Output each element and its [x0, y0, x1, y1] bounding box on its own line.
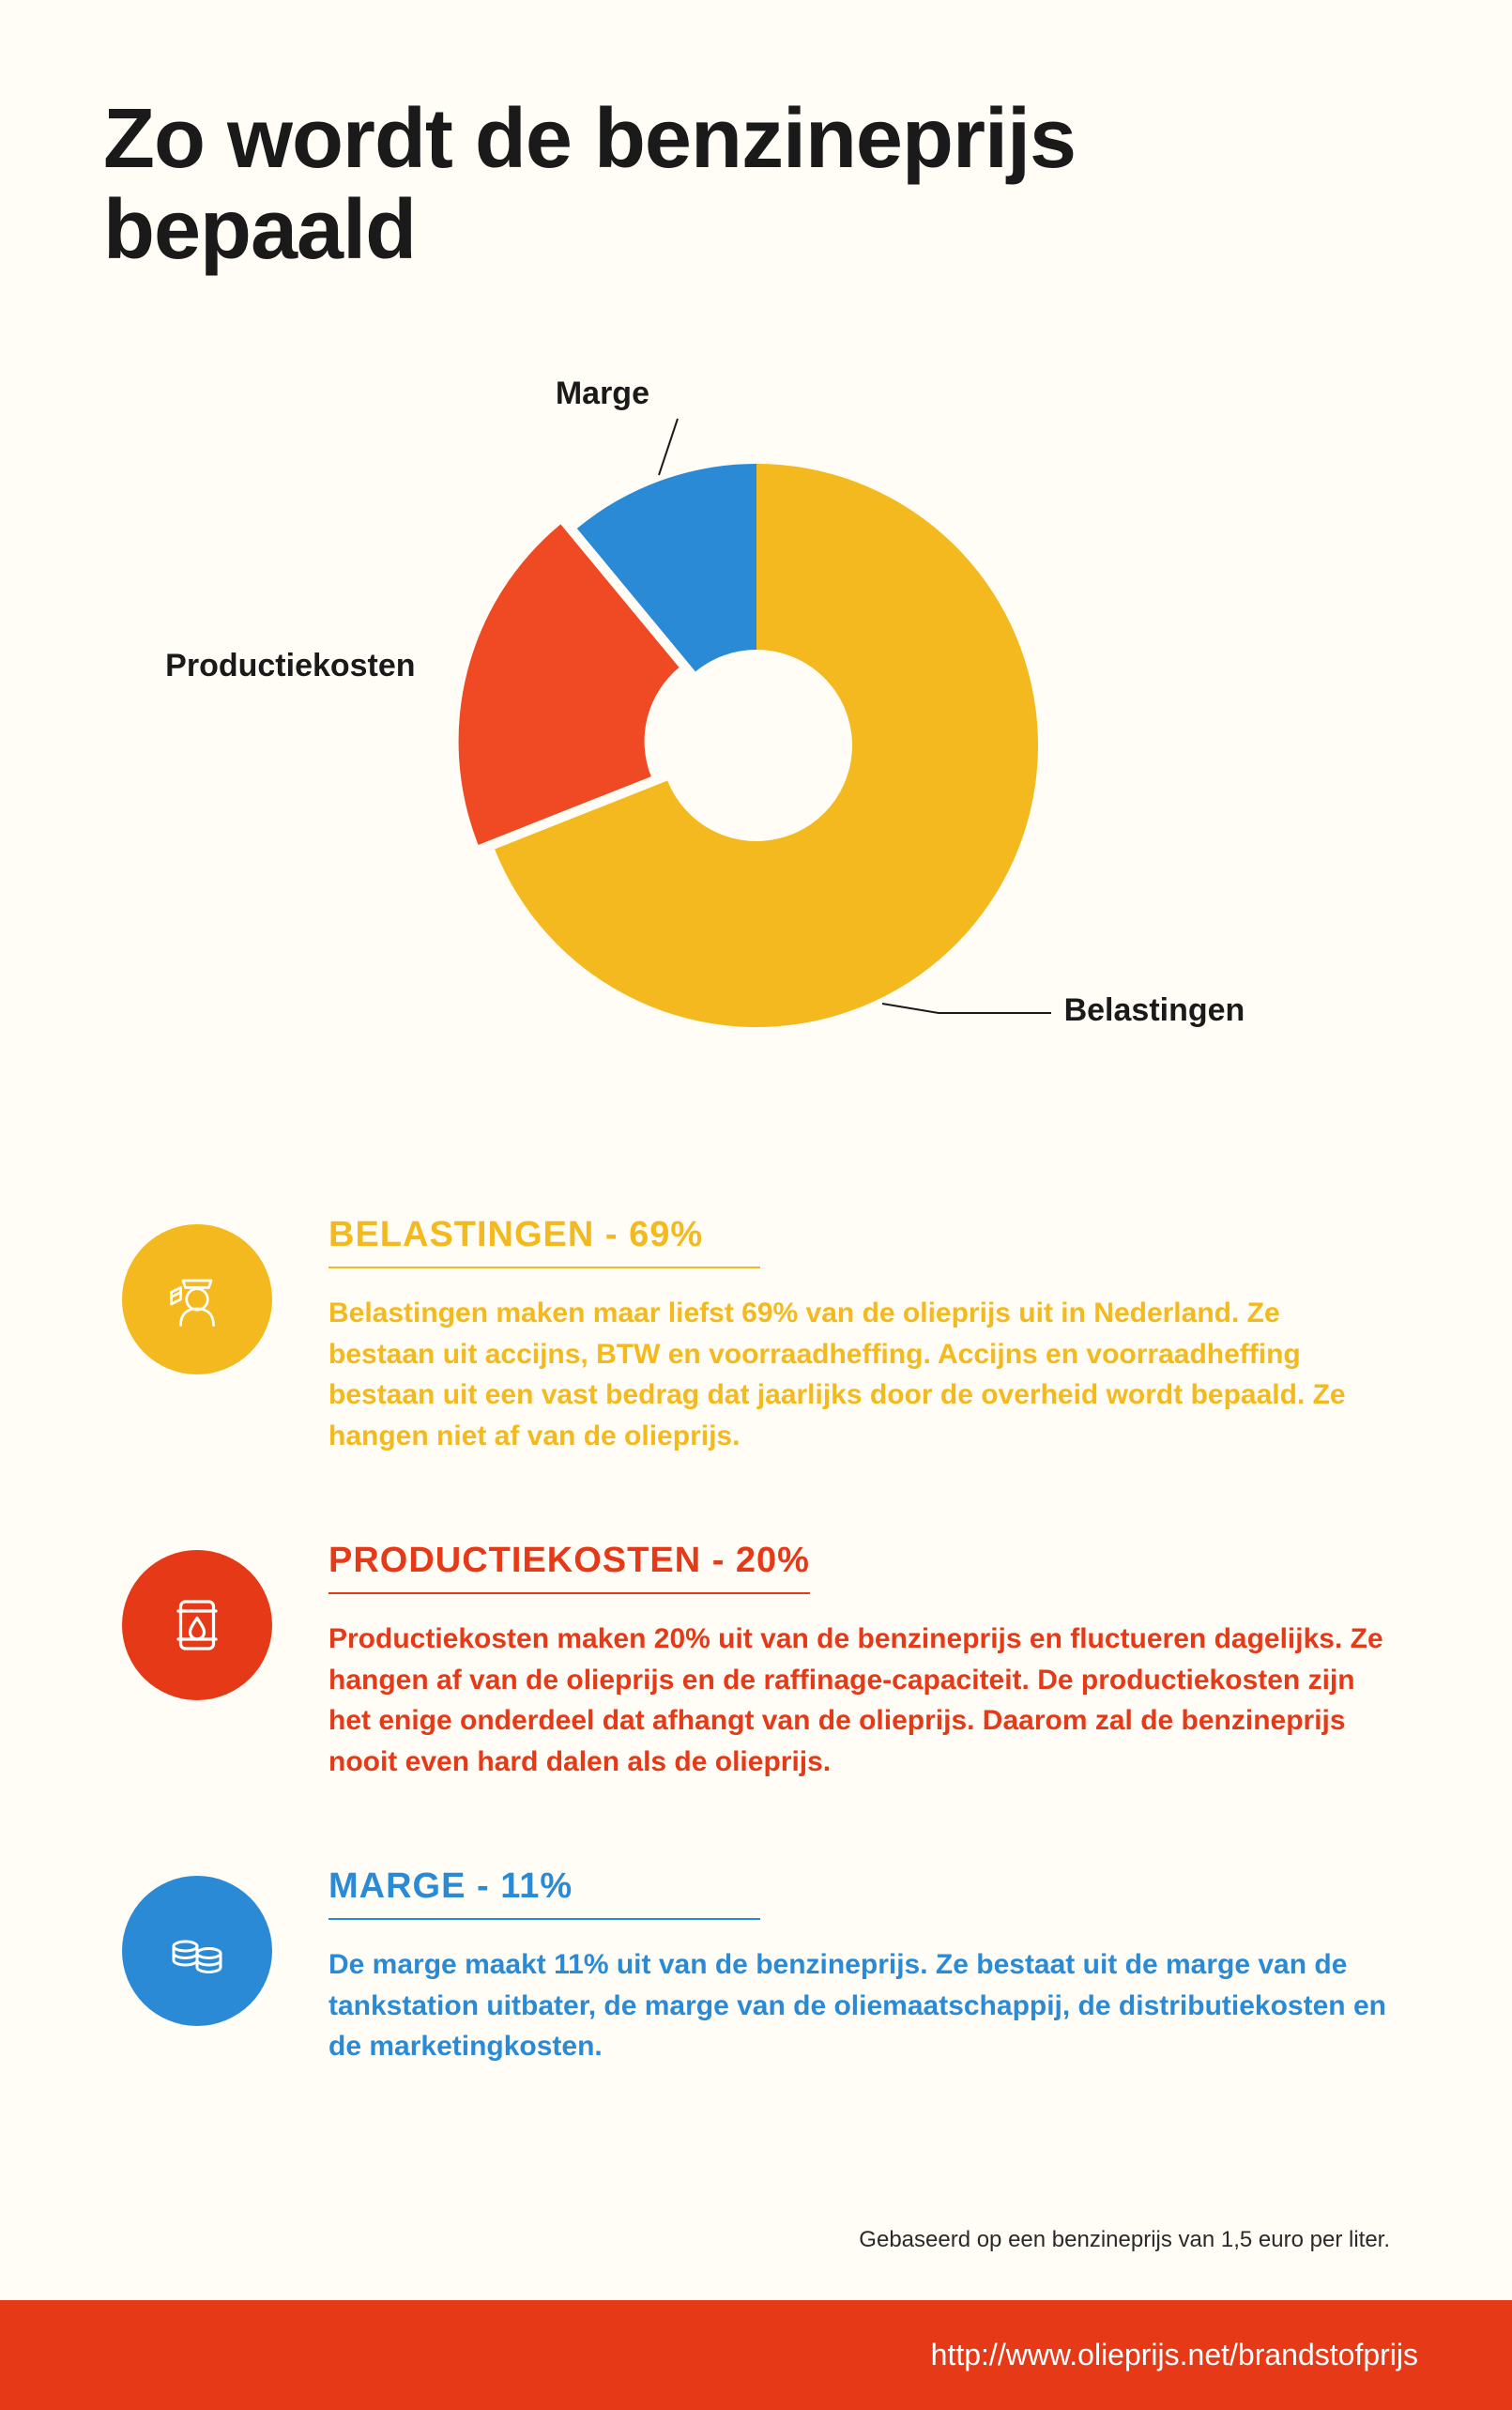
coins-icon	[122, 1876, 272, 2026]
chart-label-marge: Marge	[556, 376, 649, 412]
footer-bar: http://www.olieprijs.net/brandstofprijs	[0, 2300, 1512, 2410]
leader-line-marge	[655, 415, 681, 479]
section-text: De marge maakt 11% uit van de benzinepri…	[328, 1944, 1390, 2067]
section-marge: MARGE - 11% De marge maakt 11% uit van d…	[122, 1866, 1390, 2067]
footer-url: http://www.olieprijs.net/brandstofprijs	[931, 2338, 1418, 2372]
donut-chart	[419, 407, 1094, 1083]
footnote: Gebaseerd op een benzineprijs van 1,5 eu…	[0, 2227, 1512, 2300]
chart-label-belastingen: Belastingen	[1064, 992, 1245, 1029]
section-heading: MARGE - 11%	[328, 1866, 760, 1920]
section-heading: BELASTINGEN - 69%	[328, 1215, 760, 1268]
chart-label-productiekosten: Productiekosten	[165, 648, 415, 684]
section-belastingen: BELASTINGEN - 69% Belastingen maken maar…	[122, 1215, 1390, 1456]
section-body: BELASTINGEN - 69% Belastingen maken maar…	[328, 1215, 1390, 1456]
section-text: Productiekosten maken 20% uit van de ben…	[328, 1619, 1390, 1782]
header: Zo wordt de benzineprijs bepaald	[0, 0, 1512, 314]
infographic-page: Zo wordt de benzineprijs bepaald Marge P…	[0, 0, 1512, 2410]
oil-barrel-icon	[122, 1550, 272, 1700]
sections: BELASTINGEN - 69% Belastingen maken maar…	[0, 1177, 1512, 2227]
section-heading: PRODUCTIEKOSTEN - 20%	[328, 1541, 810, 1594]
donut-chart-container: Marge Productiekosten Belastingen	[0, 314, 1512, 1177]
section-productiekosten: PRODUCTIEKOSTEN - 20% Productiekosten ma…	[122, 1541, 1390, 1782]
leader-line-belastingen	[878, 1000, 1055, 1017]
section-body: PRODUCTIEKOSTEN - 20% Productiekosten ma…	[328, 1541, 1390, 1782]
page-title: Zo wordt de benzineprijs bepaald	[103, 94, 1371, 276]
tax-officer-icon	[122, 1224, 272, 1374]
section-body: MARGE - 11% De marge maakt 11% uit van d…	[328, 1866, 1390, 2067]
section-text: Belastingen maken maar liefst 69% van de…	[328, 1293, 1390, 1456]
